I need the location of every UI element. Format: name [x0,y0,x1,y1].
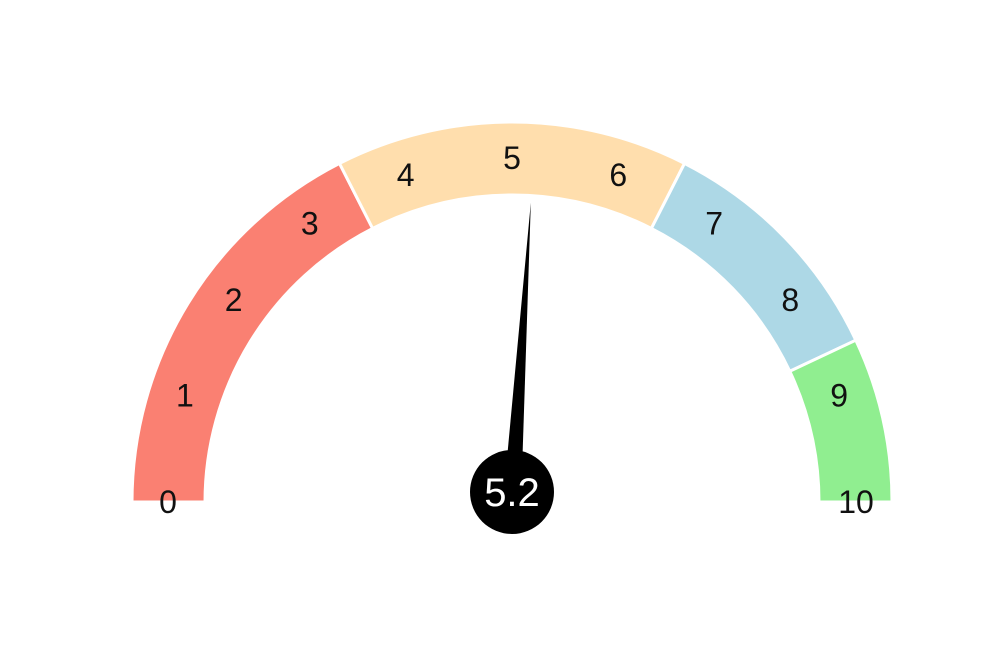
gauge-needle [503,202,531,503]
gauge-tick-label-7: 7 [705,206,723,242]
gauge-needle-group: 5.2 [470,202,554,534]
gauge-band-0 [130,161,375,504]
gauge-value-label: 5.2 [484,471,540,515]
gauge-band-2 [649,161,858,374]
gauge-tick-labels: 0 1 2 3 4 5 6 7 8 9 10 [159,140,874,520]
gauge-tick-label-0: 0 [159,484,177,520]
gauge-tick-label-3: 3 [301,206,319,242]
gauge-tick-label-2: 2 [225,282,243,318]
gauge-band-3 [787,338,894,504]
gauge-tick-label-1: 1 [176,378,194,414]
gauge-tick-label-4: 4 [397,157,415,193]
gauge-tick-label-8: 8 [781,282,799,318]
gauge-tick-label-9: 9 [830,378,848,414]
gauge-bands [130,120,894,504]
gauge-hub [470,450,554,534]
gauge-tick-label-6: 6 [609,157,627,193]
gauge-tick-label-10: 10 [838,484,874,520]
gauge-tick-label-5: 5 [503,140,521,176]
